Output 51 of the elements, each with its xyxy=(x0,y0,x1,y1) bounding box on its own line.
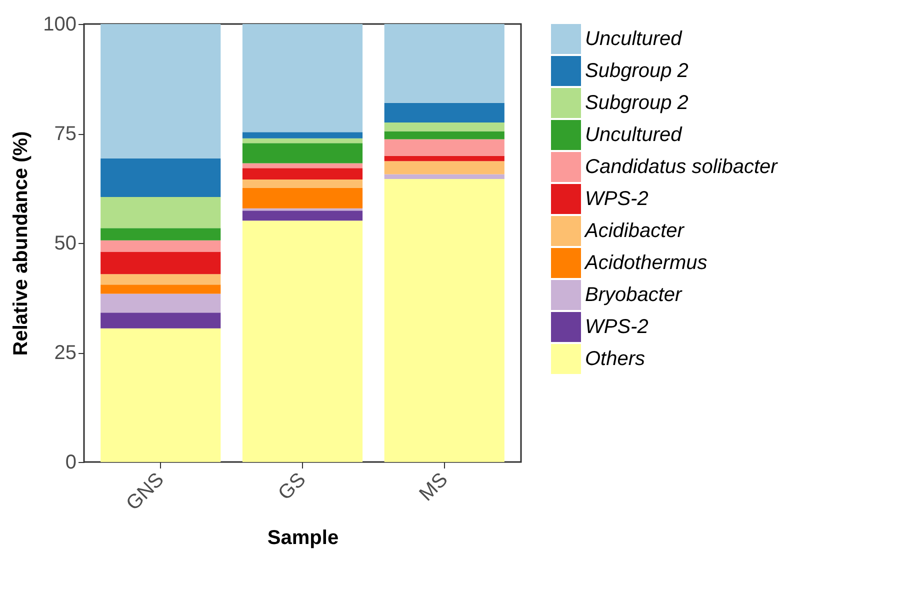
legend-label: Uncultured xyxy=(585,124,683,146)
legend-label: WPS-2 xyxy=(585,316,648,338)
bar xyxy=(242,168,363,180)
bar xyxy=(242,132,363,138)
bar xyxy=(242,138,363,144)
bar xyxy=(100,312,221,328)
bar xyxy=(242,220,363,462)
legend-label: Uncultured xyxy=(585,28,683,50)
bar xyxy=(384,122,504,132)
legend-label: Subgroup 2 xyxy=(585,92,688,114)
bar xyxy=(384,139,504,156)
bar xyxy=(242,210,363,221)
legend-label: Acidothermus xyxy=(584,252,708,274)
bar xyxy=(384,179,504,462)
bar xyxy=(100,240,221,252)
y-axis-title: Relative abundance (%) xyxy=(10,131,32,356)
legend-label: WPS-2 xyxy=(585,188,648,210)
bar xyxy=(100,252,221,274)
bar xyxy=(384,161,504,174)
bar xyxy=(384,156,504,162)
bar xyxy=(384,131,504,140)
legend-label: Candidatus solibacter xyxy=(585,156,779,178)
bar xyxy=(100,328,221,462)
bar xyxy=(100,294,221,313)
y-tick-label: 0 xyxy=(65,452,76,474)
y-tick-label: 25 xyxy=(54,342,76,364)
y-tick-label: 50 xyxy=(54,232,76,254)
bar xyxy=(100,24,221,158)
bar xyxy=(242,143,363,164)
bar xyxy=(242,163,363,168)
bar xyxy=(100,274,221,285)
legend-label: Acidibacter xyxy=(584,220,686,242)
x-tick-label: GS xyxy=(274,468,310,505)
x-tick-label: MS xyxy=(415,468,452,506)
bar xyxy=(100,284,221,294)
x-axis-title: Sample xyxy=(267,527,339,550)
bar xyxy=(242,179,363,188)
bar xyxy=(100,158,221,198)
bar xyxy=(242,24,363,132)
bar xyxy=(242,188,363,208)
bar xyxy=(242,208,363,211)
legend-label: Others xyxy=(585,348,646,370)
y-tick-label: 100 xyxy=(43,14,76,36)
bar xyxy=(384,102,504,123)
y-tick-label: 75 xyxy=(54,123,76,145)
legend-label: Subgroup 2 xyxy=(585,60,688,82)
bar xyxy=(384,24,504,103)
bar xyxy=(100,197,221,228)
legend-label: Bryobacter xyxy=(585,284,684,306)
bar xyxy=(100,228,221,240)
bar xyxy=(384,174,504,180)
